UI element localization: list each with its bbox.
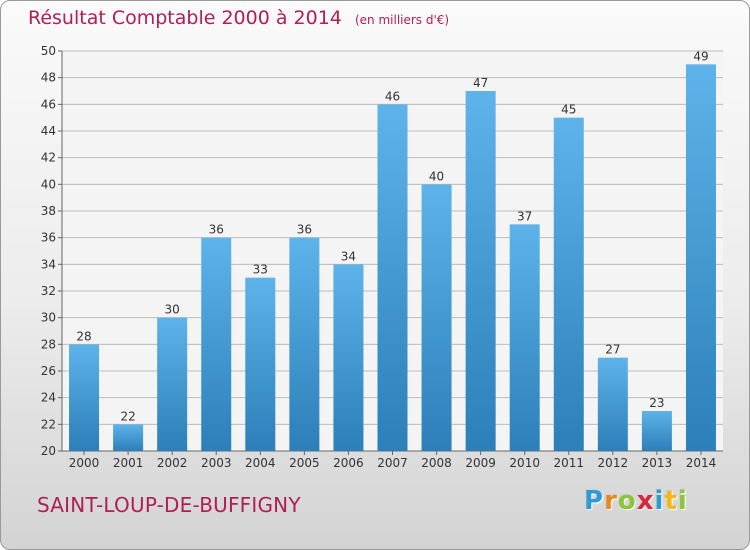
y-tick-label: 38	[41, 204, 56, 218]
y-tick-label: 34	[41, 257, 56, 271]
chart-unit-note: (en milliers d'€)	[354, 13, 450, 27]
x-tick-label: 2007	[377, 456, 408, 470]
bar-2010	[509, 224, 540, 451]
bar-value-label: 40	[429, 169, 444, 183]
bar-value-label: 36	[209, 223, 224, 237]
bar-2009	[465, 91, 496, 451]
y-tick-label: 36	[41, 231, 56, 245]
bar-value-label: 33	[253, 263, 268, 277]
x-tick-label: 2006	[333, 456, 364, 470]
x-tick-label: 2010	[509, 456, 540, 470]
y-tick-label: 32	[41, 284, 56, 298]
x-tick-label: 2001	[113, 456, 144, 470]
bar-value-label: 30	[165, 303, 180, 317]
y-tick-label: 44	[41, 124, 56, 138]
logo-letter: t	[664, 486, 678, 516]
bar-value-label: 27	[605, 343, 620, 357]
bar-value-label: 45	[561, 103, 576, 117]
bar-2005	[289, 237, 320, 451]
y-tick-label: 22	[41, 417, 56, 431]
y-tick-label: 42	[41, 151, 56, 165]
bar-2000	[69, 344, 100, 451]
bar-2008	[421, 184, 452, 452]
chart-title-block: Résultat Comptable 2000 à 2014 (en milli…	[28, 7, 449, 29]
y-tick-label: 48	[41, 71, 56, 85]
x-tick-label: 2012	[598, 456, 629, 470]
y-tick-label: 46	[41, 97, 56, 111]
y-tick-label: 26	[41, 364, 56, 378]
bar-2014	[685, 64, 716, 452]
logo-letter: o	[617, 486, 637, 516]
x-tick-label: 2008	[421, 456, 452, 470]
proxiti-logo: Proxiti	[584, 486, 688, 516]
x-tick-label: 2011	[553, 456, 584, 470]
bar-value-label: 23	[649, 396, 664, 410]
bar-2006	[333, 264, 364, 451]
y-tick-label: 30	[41, 311, 56, 325]
y-tick-label: 24	[41, 391, 56, 405]
logo-letter: r	[604, 486, 618, 516]
bar-value-label: 46	[385, 89, 400, 103]
bar-value-label: 47	[473, 76, 488, 90]
y-tick-label: 20	[41, 444, 56, 458]
bar-value-label: 36	[297, 223, 312, 237]
bar-value-label: 49	[693, 49, 708, 63]
bar-value-label: 34	[341, 249, 356, 263]
x-tick-label: 2005	[289, 456, 320, 470]
bar-2004	[245, 277, 276, 451]
x-tick-label: 2014	[686, 456, 717, 470]
x-tick-label: 2013	[642, 456, 673, 470]
bar-2011	[553, 117, 584, 452]
bar-2007	[377, 104, 408, 451]
y-tick-label: 40	[41, 177, 56, 191]
bar-2001	[113, 424, 144, 451]
x-tick-label: 2000	[69, 456, 100, 470]
y-tick-label: 28	[41, 337, 56, 351]
x-tick-label: 2009	[465, 456, 496, 470]
bar-value-label: 37	[517, 209, 532, 223]
bar-2003	[201, 237, 232, 451]
logo-letter: i	[677, 486, 688, 516]
logo-letter: x	[636, 486, 655, 516]
bar-value-label: 22	[120, 409, 135, 423]
chart-title: Résultat Comptable 2000 à 2014	[28, 7, 342, 29]
bar-2013	[641, 411, 672, 451]
commune-name: SAINT-LOUP-DE-BUFFIGNY	[37, 493, 301, 517]
logo-letter: P	[584, 486, 605, 516]
logo-letter: i	[654, 486, 665, 516]
x-tick-label: 2002	[157, 456, 188, 470]
x-tick-label: 2004	[245, 456, 276, 470]
x-tick-label: 2003	[201, 456, 232, 470]
bar-2002	[157, 317, 188, 451]
bar-value-label: 28	[76, 329, 91, 343]
y-tick-label: 50	[41, 44, 56, 58]
bar-2012	[597, 357, 628, 451]
